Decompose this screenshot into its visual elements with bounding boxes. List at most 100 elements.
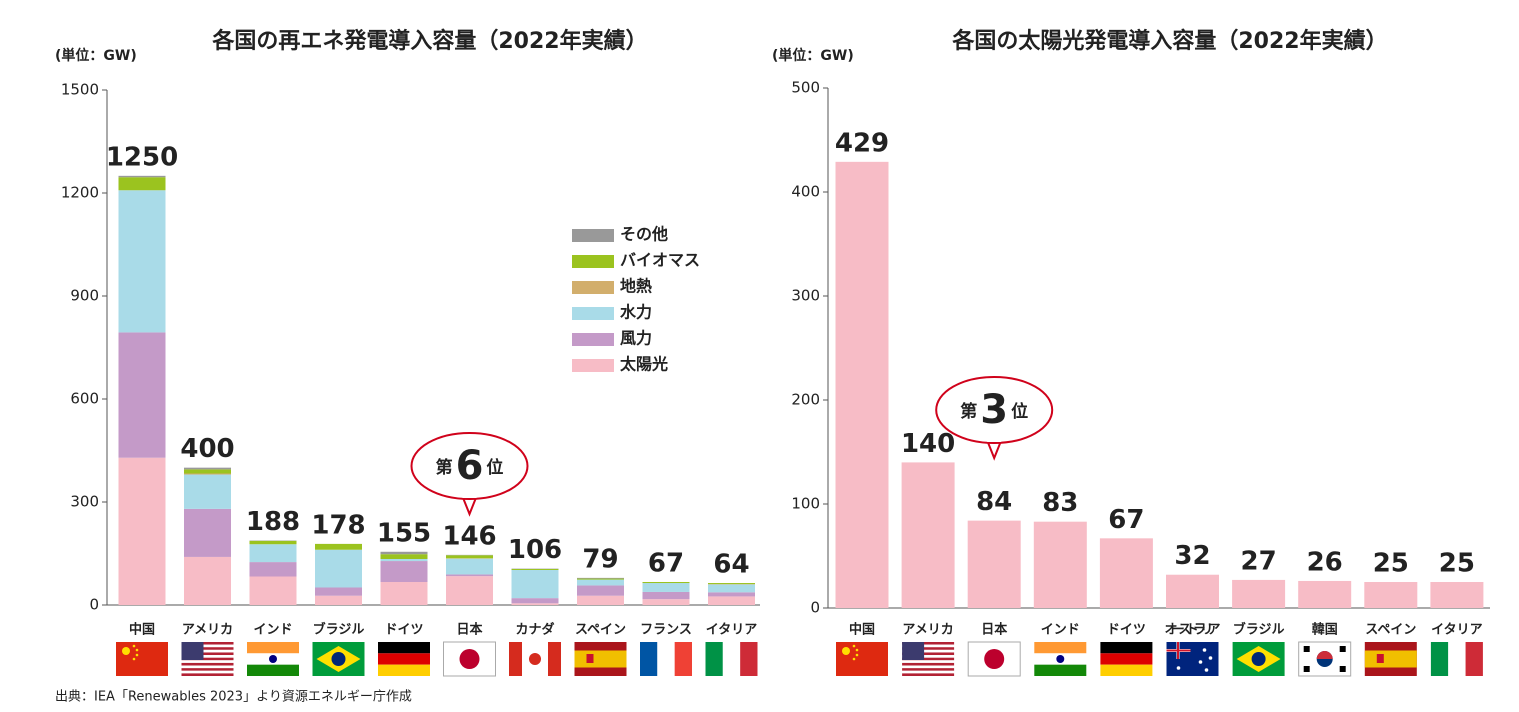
flag-part bbox=[181, 644, 234, 648]
flag-part bbox=[705, 642, 723, 676]
annotation-part: 6 bbox=[456, 443, 484, 489]
y-tick-label: 1200 bbox=[61, 184, 99, 202]
y-tick-label: 0 bbox=[89, 596, 99, 614]
bar-segment bbox=[118, 332, 166, 458]
bar-segment bbox=[446, 574, 493, 577]
value-label: 83 bbox=[1042, 488, 1078, 518]
bar bbox=[1099, 538, 1153, 608]
value-label: 25 bbox=[1373, 549, 1409, 579]
x-tick-label: スペイン bbox=[575, 623, 626, 638]
callout-joint bbox=[987, 436, 1002, 442]
total-label: 64 bbox=[713, 550, 749, 580]
flag-part bbox=[1034, 642, 1087, 654]
flag bbox=[443, 641, 496, 677]
bar-segment bbox=[184, 508, 231, 557]
flag-part bbox=[1198, 660, 1203, 664]
flag-part bbox=[269, 655, 277, 663]
y-tick-label: 1500 bbox=[61, 81, 99, 99]
flag-part bbox=[378, 664, 430, 676]
flag bbox=[1430, 642, 1483, 676]
flag bbox=[836, 642, 888, 676]
callout-joint bbox=[462, 492, 477, 498]
flag bbox=[1298, 641, 1352, 677]
bar-segment bbox=[642, 583, 690, 592]
flag-part bbox=[902, 673, 955, 676]
bar bbox=[901, 462, 955, 608]
bar-segment bbox=[184, 467, 231, 470]
value-label: 32 bbox=[1174, 541, 1210, 571]
flag-part bbox=[902, 642, 925, 660]
flag-part bbox=[674, 642, 692, 676]
x-tick-label: イタリア bbox=[1431, 623, 1482, 638]
bar-segment bbox=[184, 469, 231, 474]
flag-part bbox=[1465, 642, 1483, 676]
flag-part bbox=[247, 664, 299, 676]
flag-part bbox=[181, 649, 234, 653]
flag bbox=[1100, 642, 1153, 676]
bar-segment bbox=[577, 579, 624, 586]
bar bbox=[835, 161, 889, 608]
flag-part bbox=[1034, 664, 1087, 676]
x-tick-label: カナダ bbox=[515, 622, 554, 638]
x-tick-label: 中国 bbox=[849, 622, 875, 638]
flag bbox=[1034, 642, 1087, 676]
flag-part bbox=[902, 649, 955, 653]
x-tick-label: アメリカ bbox=[182, 623, 233, 638]
flag-part bbox=[722, 642, 741, 676]
flag bbox=[1232, 642, 1285, 676]
total-label: 400 bbox=[180, 434, 234, 464]
source: 出典：IEA「Renewables 2023」より資源エネルギー庁作成 bbox=[55, 690, 412, 705]
x-tick-label: オーストラリア bbox=[1165, 623, 1221, 638]
total-label: 1250 bbox=[106, 142, 178, 172]
value-label: 25 bbox=[1439, 549, 1475, 579]
flag-part bbox=[984, 649, 1005, 669]
x-tick-label: ドイツ bbox=[384, 623, 423, 638]
bar-segment bbox=[118, 457, 166, 605]
flag-part bbox=[902, 642, 955, 645]
flag-part bbox=[855, 648, 859, 652]
flag-part bbox=[852, 657, 856, 661]
x-tick-label: インド bbox=[1041, 623, 1080, 638]
bar-segment bbox=[184, 556, 231, 605]
annotation-part: 第 bbox=[436, 457, 453, 478]
total-label: 155 bbox=[377, 518, 431, 548]
annotation: 第6 位 bbox=[436, 443, 504, 489]
x-tick-label: 日本 bbox=[981, 622, 1007, 638]
bar-segment bbox=[511, 603, 559, 605]
bar-segment bbox=[577, 585, 624, 596]
annotation: 第3 位 bbox=[960, 387, 1028, 433]
flag-part bbox=[181, 655, 234, 658]
flag-part bbox=[509, 642, 522, 676]
flag-part bbox=[247, 642, 299, 654]
flag-part bbox=[378, 653, 430, 665]
flag bbox=[1166, 642, 1219, 676]
flag bbox=[902, 642, 955, 676]
bar bbox=[1298, 580, 1352, 608]
flag-part bbox=[1208, 656, 1213, 660]
value-label: 27 bbox=[1241, 546, 1277, 576]
y-tick-label: 900 bbox=[70, 287, 99, 305]
bar-segment bbox=[708, 583, 755, 585]
flag-part bbox=[1176, 666, 1181, 670]
flag bbox=[116, 642, 168, 676]
bar-segment bbox=[315, 549, 362, 588]
legend-label: 水力 bbox=[620, 303, 652, 322]
bar-segment bbox=[249, 540, 297, 545]
flag-part bbox=[657, 642, 675, 676]
annotation-part: 3 bbox=[980, 387, 1008, 433]
bar-segment bbox=[642, 591, 690, 600]
total-label: 178 bbox=[311, 510, 365, 540]
value-label: 84 bbox=[976, 487, 1012, 517]
total-label: 146 bbox=[442, 521, 496, 551]
bar bbox=[1430, 582, 1484, 608]
y-tick-label: 600 bbox=[70, 390, 99, 408]
x-tick-label: スペイン bbox=[1365, 623, 1416, 638]
bar-segment bbox=[577, 577, 624, 579]
bar-segment bbox=[577, 595, 624, 605]
flag-part bbox=[378, 642, 430, 654]
flag-part bbox=[522, 642, 535, 676]
flag-part bbox=[132, 644, 136, 648]
bar-segment bbox=[642, 599, 690, 605]
total-label: 106 bbox=[508, 535, 562, 565]
